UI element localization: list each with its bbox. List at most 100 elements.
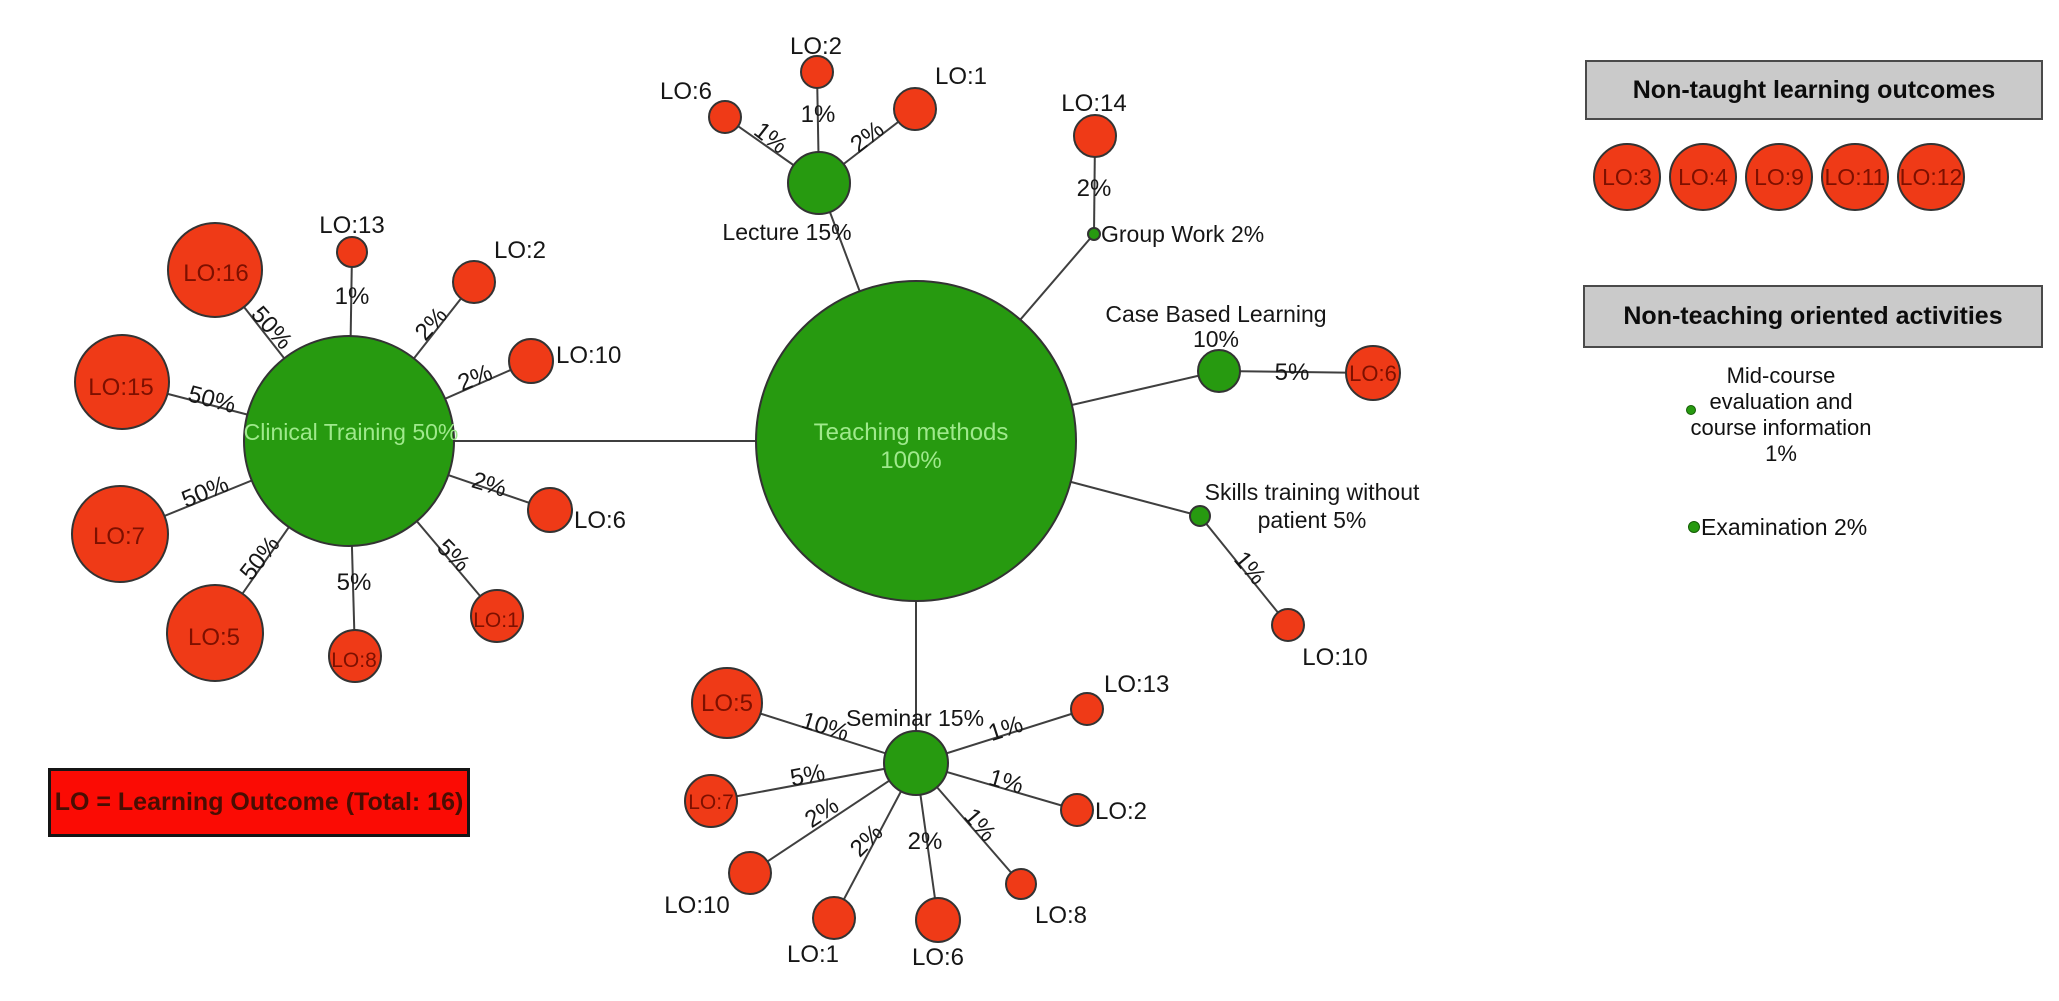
node-lo16 bbox=[167, 222, 263, 318]
node-seminar bbox=[883, 730, 949, 796]
node-lo5s bbox=[691, 667, 763, 739]
node-label-lecture: Lecture 15% bbox=[722, 219, 851, 245]
node-lo13c bbox=[336, 236, 368, 268]
node-lo6c bbox=[527, 487, 573, 533]
node-label-cbl: Case Based Learning 10% bbox=[1105, 301, 1326, 352]
node-label-lo5c: LO:5 bbox=[188, 624, 240, 651]
edge-label-seminar-lo8s: 1% bbox=[958, 803, 1001, 847]
examination-label: Examination 2% bbox=[1701, 513, 1868, 540]
node-label-lo8c: LO:8 bbox=[331, 649, 377, 672]
non-teaching-header: Non-teaching oriented activities bbox=[1583, 285, 2043, 348]
node-lo5c bbox=[166, 584, 264, 682]
node-label-lo15: LO:15 bbox=[88, 374, 153, 401]
node-label-groupwork: Group Work 2% bbox=[1101, 221, 1264, 247]
non-taught-lo-circle: LO:12 bbox=[1897, 143, 1965, 211]
node-label-lo2l: LO:2 bbox=[790, 33, 842, 60]
node-label-lo6cbl: LO:6 bbox=[1349, 361, 1397, 386]
node-cbl bbox=[1197, 349, 1241, 393]
node-skills bbox=[1189, 505, 1211, 527]
edge-label-seminar-lo13s: 1% bbox=[985, 711, 1026, 747]
node-lecture bbox=[787, 151, 851, 215]
node-lo1s bbox=[812, 896, 856, 940]
examination-dot bbox=[1688, 521, 1700, 533]
node-label-lo7s: LO:7 bbox=[688, 791, 734, 814]
node-lo14 bbox=[1073, 114, 1117, 158]
node-label-skills: Skills training without patient 5% bbox=[1205, 479, 1420, 533]
node-label-lo6c: LO:6 bbox=[574, 507, 626, 534]
edge-label-lecture-lo1l: 2% bbox=[845, 116, 889, 159]
midcourse-activity: Mid-course evaluation and course informati… bbox=[1680, 363, 1882, 467]
edge-label-clinical-lo13c: 1% bbox=[335, 283, 370, 310]
edge-label-clinical-lo6c: 2% bbox=[469, 467, 510, 503]
edge-label-clinical-lo15: 50% bbox=[185, 380, 238, 419]
node-label-lo10sk: LO:10 bbox=[1302, 644, 1367, 671]
node-teaching bbox=[755, 280, 1077, 602]
node-label-lo2c: LO:2 bbox=[494, 237, 546, 264]
edge-label-seminar-lo6s: 2% bbox=[908, 828, 943, 855]
edge-label-lecture-lo6l: 1% bbox=[749, 117, 793, 160]
edge-label-clinical-lo2c: 2% bbox=[410, 302, 453, 346]
node-lo8c bbox=[328, 629, 382, 683]
midcourse-dot bbox=[1686, 405, 1696, 415]
node-lo6s bbox=[915, 897, 961, 943]
node-clinical bbox=[243, 335, 455, 547]
node-label-lo10sem: LO:10 bbox=[664, 892, 729, 919]
node-label-lo6s: LO:6 bbox=[912, 944, 964, 971]
node-label-seminar: Seminar 15% bbox=[846, 705, 984, 731]
examination-activity: Examination 2% bbox=[1688, 514, 1867, 540]
node-label-lo6l: LO:6 bbox=[660, 78, 712, 105]
non-taught-title: Non-taught learning outcomes bbox=[1632, 75, 1996, 104]
node-lo15 bbox=[74, 334, 170, 430]
node-label-lo13s: LO:13 bbox=[1104, 671, 1169, 698]
edge-label-clinical-lo1c: 5% bbox=[431, 534, 475, 578]
node-label-lo8s: LO:8 bbox=[1035, 902, 1087, 929]
node-lo6l bbox=[708, 100, 742, 134]
non-taught-lo-circle: LO:4 bbox=[1669, 143, 1737, 211]
node-lo10c bbox=[508, 338, 554, 384]
node-lo10sk bbox=[1271, 608, 1305, 642]
edge-label-seminar-lo2s: 1% bbox=[986, 764, 1027, 800]
node-groupwork bbox=[1087, 227, 1101, 241]
edge-label-seminar-lo7s: 5% bbox=[788, 759, 827, 792]
edge-label-lecture-lo2l: 1% bbox=[801, 101, 836, 128]
node-lo10sem bbox=[728, 851, 772, 895]
edge-label-clinical-lo5c: 50% bbox=[235, 531, 286, 585]
edge-label-clinical-lo16: 50% bbox=[245, 301, 297, 355]
node-label-lo7c: LO:7 bbox=[93, 523, 145, 550]
edge-label-groupwork-lo14: 2% bbox=[1077, 175, 1112, 202]
non-teaching-title: Non-teaching oriented activities bbox=[1623, 302, 2003, 330]
node-label-lo5s: LO:5 bbox=[701, 690, 753, 717]
node-label-lo2s: LO:2 bbox=[1095, 798, 1147, 825]
node-lo6cbl bbox=[1345, 345, 1401, 401]
node-label-clinical: Clinical Training 50% bbox=[244, 419, 459, 445]
edge-label-seminar-lo5s: 10% bbox=[798, 707, 852, 747]
node-label-lo14: LO:14 bbox=[1061, 90, 1126, 117]
node-lo8s bbox=[1005, 868, 1037, 900]
midcourse-line: 1% bbox=[1765, 441, 1797, 466]
non-taught-circles: LO:3 LO:4 LO:9 LO:11 LO:12 bbox=[1593, 143, 1965, 211]
non-taught-lo-circle: LO:11 bbox=[1821, 143, 1889, 211]
non-taught-lo-circle: LO:3 bbox=[1593, 143, 1661, 211]
legend-box: LO = Learning Outcome (Total: 16) bbox=[48, 768, 470, 837]
node-lo7c bbox=[71, 485, 169, 583]
node-label-lo1s: LO:1 bbox=[787, 941, 839, 968]
edge-label-clinical-lo7c: 50% bbox=[178, 471, 233, 514]
midcourse-line: Mid-course bbox=[1726, 363, 1836, 388]
node-lo2s bbox=[1060, 793, 1094, 827]
midcourse-line: evaluation and bbox=[1709, 389, 1853, 414]
edge-label-cbl-lo6cbl: 5% bbox=[1275, 359, 1310, 386]
node-lo7s bbox=[684, 774, 738, 828]
node-label-lo1l: LO:1 bbox=[935, 63, 987, 90]
node-label-lo10c: LO:10 bbox=[556, 342, 621, 369]
non-taught-header: Non-taught learning outcomes bbox=[1585, 60, 2043, 120]
edge-seminar-lo10sem bbox=[749, 762, 917, 874]
node-label-lo1c: LO:1 bbox=[473, 609, 519, 632]
edge-label-clinical-lo8c: 5% bbox=[337, 569, 372, 596]
edge-label-skills-lo10sk: 1% bbox=[1228, 546, 1271, 590]
edge-seminar-lo7s bbox=[710, 762, 917, 802]
midcourse-line: course information bbox=[1690, 415, 1872, 440]
node-label-lo13c: LO:13 bbox=[319, 212, 384, 239]
edge-label-seminar-lo10sem: 2% bbox=[800, 792, 844, 834]
